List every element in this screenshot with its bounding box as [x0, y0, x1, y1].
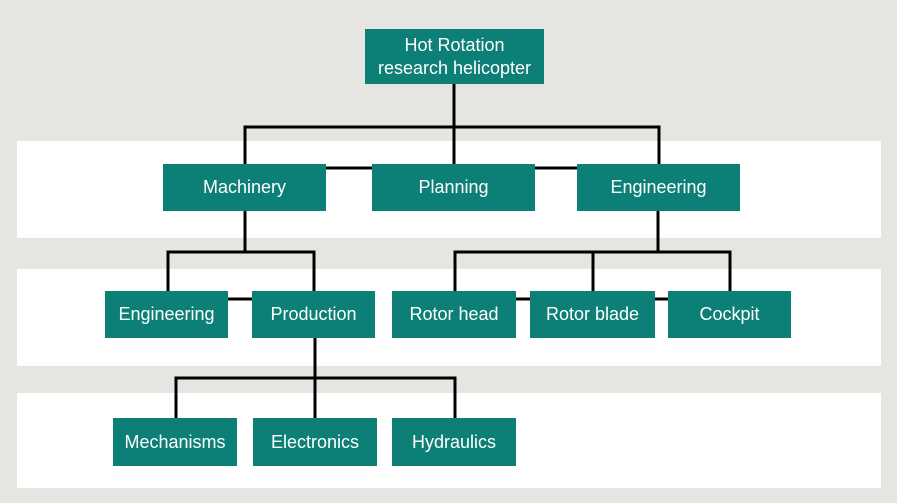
node-hydraulics: Hydraulics	[392, 418, 516, 466]
node-machinery: Machinery	[163, 164, 326, 211]
node-rotor-blade: Rotor blade	[530, 291, 655, 338]
node-electronics: Electronics	[253, 418, 377, 466]
node-machinery-engineering: Engineering	[105, 291, 228, 338]
node-mechanisms: Mechanisms	[113, 418, 237, 466]
root-title-line1: Hot Rotation	[404, 34, 505, 55]
node-production: Production	[252, 291, 375, 338]
node-cockpit: Cockpit	[668, 291, 791, 338]
node-planning: Planning	[372, 164, 535, 211]
root-node: Hot Rotation research helicopter	[365, 29, 544, 84]
node-rotor-head: Rotor head	[392, 291, 516, 338]
root-title-line2: research helicopter	[377, 57, 532, 78]
node-engineering: Engineering	[577, 164, 740, 211]
